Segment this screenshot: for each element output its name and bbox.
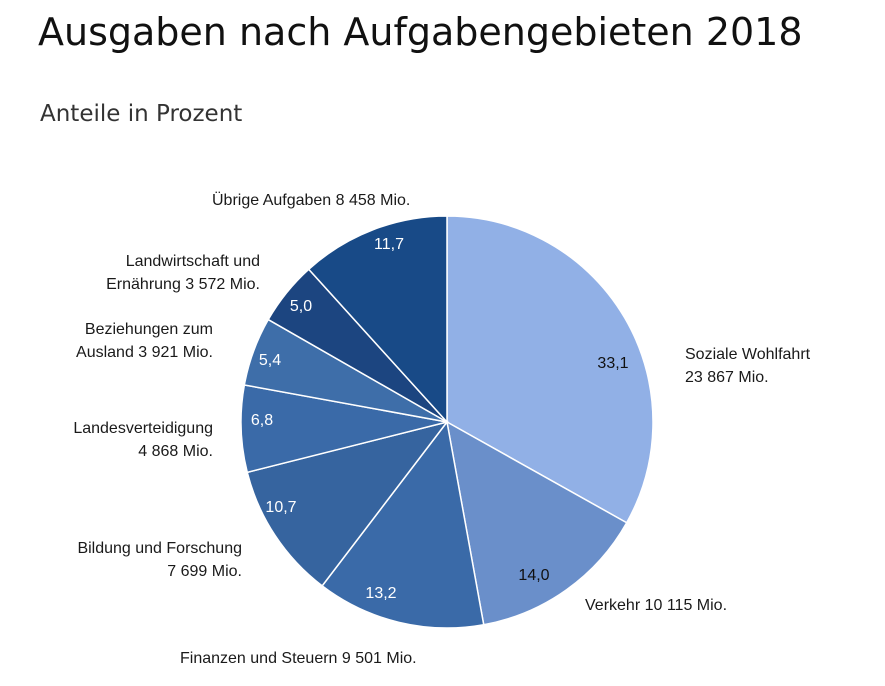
pie-slice-1 (446, 215, 654, 524)
category-label: Beziehungen zum Ausland 3 921 Mio. (76, 321, 213, 361)
slice-value-label: 33,1 (597, 355, 628, 372)
category-label-line: Bildung und Forschung (77, 540, 242, 557)
slice-value-label: 13,2 (365, 585, 396, 602)
category-label-line: Übrige Aufgaben 8 458 Mio. (212, 191, 410, 209)
pie-slice-2 (445, 420, 628, 626)
category-label: Bildung und Forschung 7 699 Mio. (77, 540, 242, 580)
category-label-line: Finanzen und Steuern 9 501 Mio. (180, 650, 417, 667)
category-label: Soziale Wohlfahrt 23 867 Mio. (685, 346, 811, 386)
category-label-line: Landesverteidigung (73, 420, 213, 437)
category-label: Verkehr 10 115 Mio. (585, 597, 727, 614)
category-label-line: Beziehungen zum (85, 321, 213, 338)
category-label: Finanzen und Steuern 9 501 Mio. (180, 650, 417, 667)
slice-value-label: 6,8 (251, 412, 273, 429)
category-label-line: Ausland 3 921 Mio. (76, 344, 213, 361)
slice-value-label: 5,4 (259, 352, 281, 369)
slice-value-label: 11,7 (374, 236, 404, 253)
slice-value-label: 10,7 (265, 499, 296, 516)
category-label: Übrige Aufgaben 8 458 Mio. (212, 191, 410, 209)
category-label-line: Soziale Wohlfahrt (685, 346, 811, 363)
pie-slice-8 (307, 215, 448, 424)
chart-title: Ausgaben nach Aufgabengebieten 2018 (38, 10, 803, 54)
category-label-line: Landwirtschaft und (126, 253, 260, 270)
pie-slice-3 (321, 420, 485, 629)
category-label-line: 23 867 Mio. (685, 369, 769, 386)
category-label-line: Verkehr 10 115 Mio. (585, 597, 727, 614)
category-label-line: 7 699 Mio. (167, 563, 242, 580)
category-label-line: 4 868 Mio. (138, 443, 213, 460)
slice-value-label: 5,0 (290, 298, 312, 315)
pie-slice-4 (246, 420, 449, 587)
chart-subtitle: Anteile in Prozent (40, 101, 243, 127)
category-label: Landwirtschaft und Ernährung 3 572 Mio. (106, 253, 260, 293)
category-label-line: Ernährung 3 572 Mio. (106, 276, 260, 293)
slice-value-label: 14,0 (518, 567, 549, 584)
category-label: Landesverteidigung 4 868 Mio. (73, 420, 213, 460)
